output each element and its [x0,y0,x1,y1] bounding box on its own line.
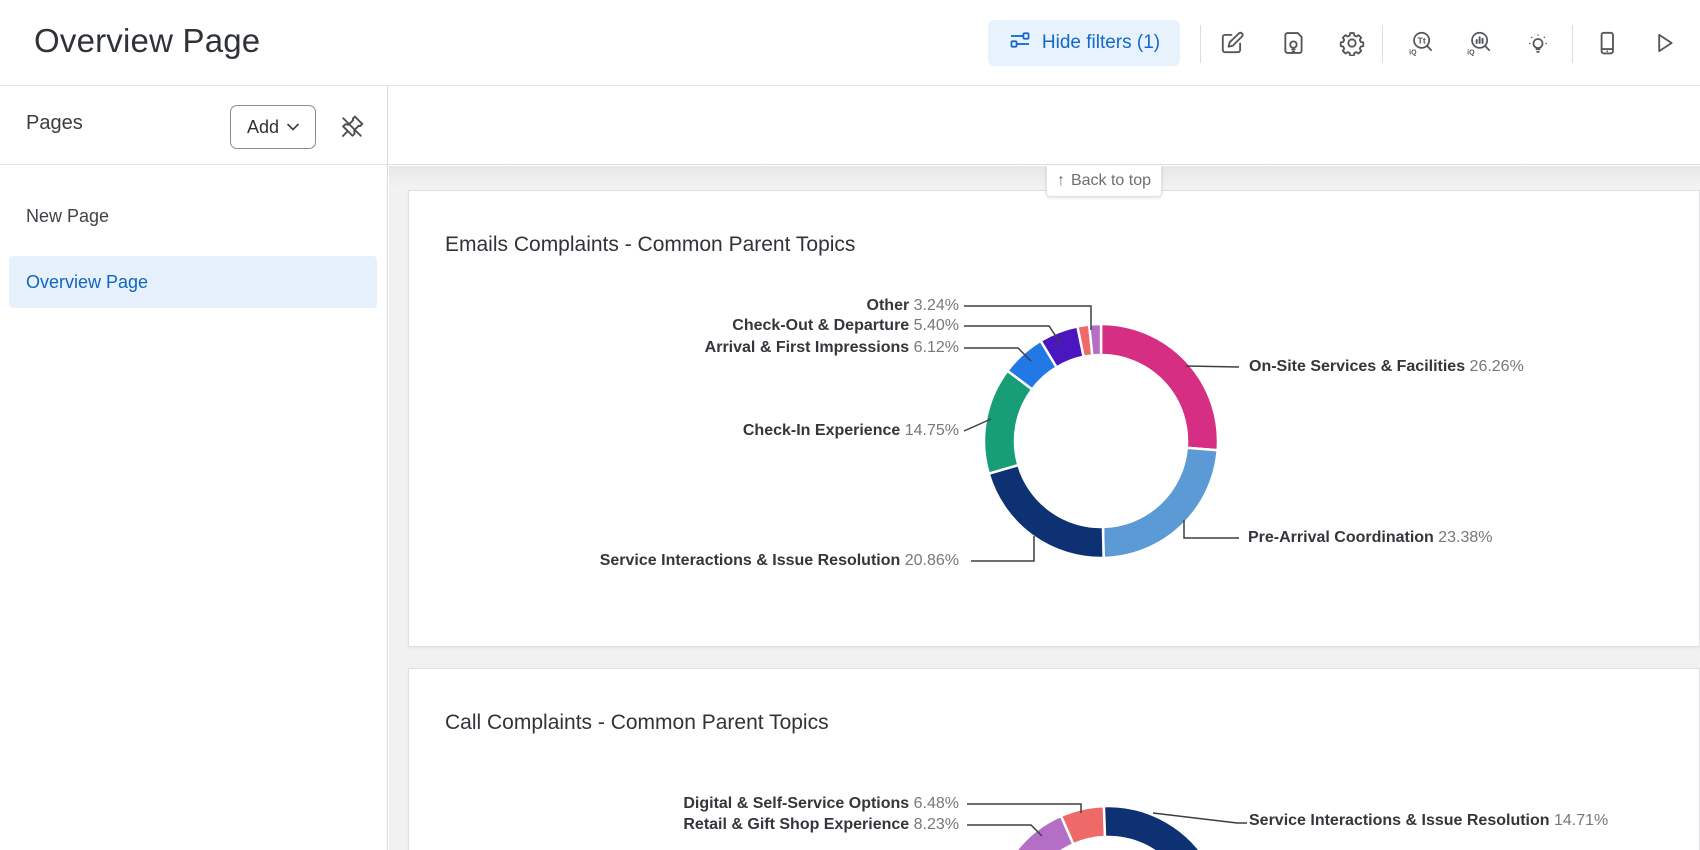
sidebar-item-new-page[interactable]: New Page [9,190,377,242]
slice-label: Pre-Arrival Coordination 23.38% [1248,527,1493,549]
slice-label: Check-Out & Departure 5.40% [732,315,959,337]
slice-label: On-Site Services & Facilities 26.26% [1249,356,1524,378]
donut-chart-calls: Digital & Self-Service Options 6.48% Reta… [409,669,1699,850]
leader-line [964,305,1092,330]
pin-off-icon [341,115,364,137]
slice-label-value: 6.48% [909,795,959,812]
donut-slice[interactable] [1101,446,1219,560]
slice-label: Service Interactions & Issue Resolution … [600,550,959,572]
edit-page-button[interactable] [1212,23,1252,63]
leader-line [964,325,1062,345]
back-to-top-label: Back to top [1070,172,1152,189]
slice-label: Digital & Self-Service Options 6.48% [683,793,959,815]
svg-text:Tt: Tt [1418,35,1426,45]
donut-chart-emails: On-Site Services & Facilities 26.26% Pre-… [409,191,1699,646]
lightbulb-rays-icon [1529,34,1547,53]
sidebar-item-label: New Page [26,205,110,226]
sidebar-title: Pages [26,112,83,134]
leader-line [963,418,992,432]
hide-filters-button[interactable]: Hide filters (1) [988,20,1180,66]
donut-plot [967,803,1247,850]
sidebar-header: Pages Add [0,86,387,165]
suggestions-button[interactable] [1518,23,1558,63]
slice-label: Arrival & First Impressions 6.12% [705,337,959,359]
slice-label-name: Check-Out & Departure [732,317,910,334]
slice-label-name: Arrival & First Impressions [704,339,910,356]
slice-label-value: 6.12% [909,339,959,356]
slice-label-value: 5.40% [909,317,959,334]
preview-play-button[interactable] [1643,23,1683,63]
slice-label-value: 14.71% [1549,812,1609,829]
slice-label-name: Pre-Arrival Coordination [1248,529,1434,546]
donut-plot [963,305,1240,562]
stats-iq-search-icon: iQ [1467,31,1491,56]
slice-label-name: Other [866,297,910,314]
slice-label-value: 26.26% [1465,358,1524,375]
up-arrow-icon: ↑ [1056,172,1065,189]
slice-label: Check-In Experience 14.75% [743,420,959,442]
add-page-button[interactable]: Add [230,105,316,149]
hide-filters-label: Hide filters (1) [1041,32,1161,53]
mobile-preview-button[interactable] [1587,23,1627,63]
slice-label-name: Check-In Experience [742,422,901,439]
donut-slice[interactable] [987,463,1105,560]
slice-label-name: Retail & Gift Shop Experience [683,816,910,833]
chart-title: Call Complaints - Common Parent Topics [445,711,829,734]
leader-line [967,824,1043,837]
text-iq-search-icon: Tt iQ [1409,31,1433,56]
donut-slice[interactable] [982,368,1034,476]
leader-line [971,536,1035,562]
edit-icon [1221,31,1244,54]
toolbar-divider [1200,25,1201,63]
leader-line [964,347,1032,362]
page-title: Overview Page [34,22,261,59]
svg-text:iQ: iQ [1409,49,1417,56]
text-iq-button[interactable]: Tt iQ [1400,23,1440,63]
toolbar-divider [1382,25,1383,63]
leader-line [1152,812,1247,824]
slice-label-name: Service Interactions & Issue Resolution [599,552,901,569]
leader-line [1185,365,1240,368]
filter-sliders-icon [1008,28,1032,58]
play-icon [1658,33,1673,53]
page-insights-button[interactable] [1274,23,1314,63]
slice-label: Service Interactions & Issue Resolution … [1249,810,1608,832]
pages-sidebar: Pages Add New Page Overview Page [0,86,388,850]
toolbar-divider [1572,25,1573,63]
slice-label-value: 8.23% [909,816,959,833]
slice-label-value: 20.86% [900,552,959,569]
leader-line [967,803,1082,813]
mobile-phone-icon [1600,31,1614,55]
chevron-down-icon [287,123,299,131]
sidebar-item-label: Overview Page [26,271,149,292]
slice-label-name: Service Interactions & Issue Resolution [1249,812,1550,829]
settings-button[interactable] [1332,23,1372,63]
gear-icon [1339,32,1365,56]
chart-card-call-complaints: Call Complaints - Common Parent Topics D… [408,668,1700,850]
slice-label-value: 14.75% [900,422,959,439]
slice-label-value: 3.24% [909,297,959,314]
app-header: Overview Page Hide filters (1) [0,0,1700,86]
slice-label-name: On-Site Services & Facilities [1249,358,1466,375]
donut-slice[interactable] [1099,322,1220,452]
document-lightbulb-icon [1284,32,1303,54]
back-to-top-button[interactable]: ↑ Back to top [1046,166,1162,197]
add-page-label: Add [246,116,280,137]
slice-label: Other 3.24% [867,295,959,317]
scroll-shadow [389,166,1700,191]
chart-card-emails-complaints: Emails Complaints - Common Parent Topics… [408,190,1700,647]
slice-label-name: Digital & Self-Service Options [683,795,910,812]
chart-title: Emails Complaints - Common Parent Topics [445,233,856,256]
slice-label-value: 23.38% [1433,529,1493,546]
stats-iq-button[interactable]: iQ [1458,23,1498,63]
filter-bar [389,86,1700,165]
sidebar-item-overview-page[interactable]: Overview Page [9,256,377,308]
slice-label: Retail & Gift Shop Experience 8.23% [683,814,959,836]
svg-text:iQ: iQ [1467,49,1475,56]
donut-slice[interactable] [1087,322,1103,357]
leader-line [1183,520,1239,539]
donut-slice[interactable] [1102,804,1211,850]
unpin-sidebar-button[interactable] [332,107,372,147]
